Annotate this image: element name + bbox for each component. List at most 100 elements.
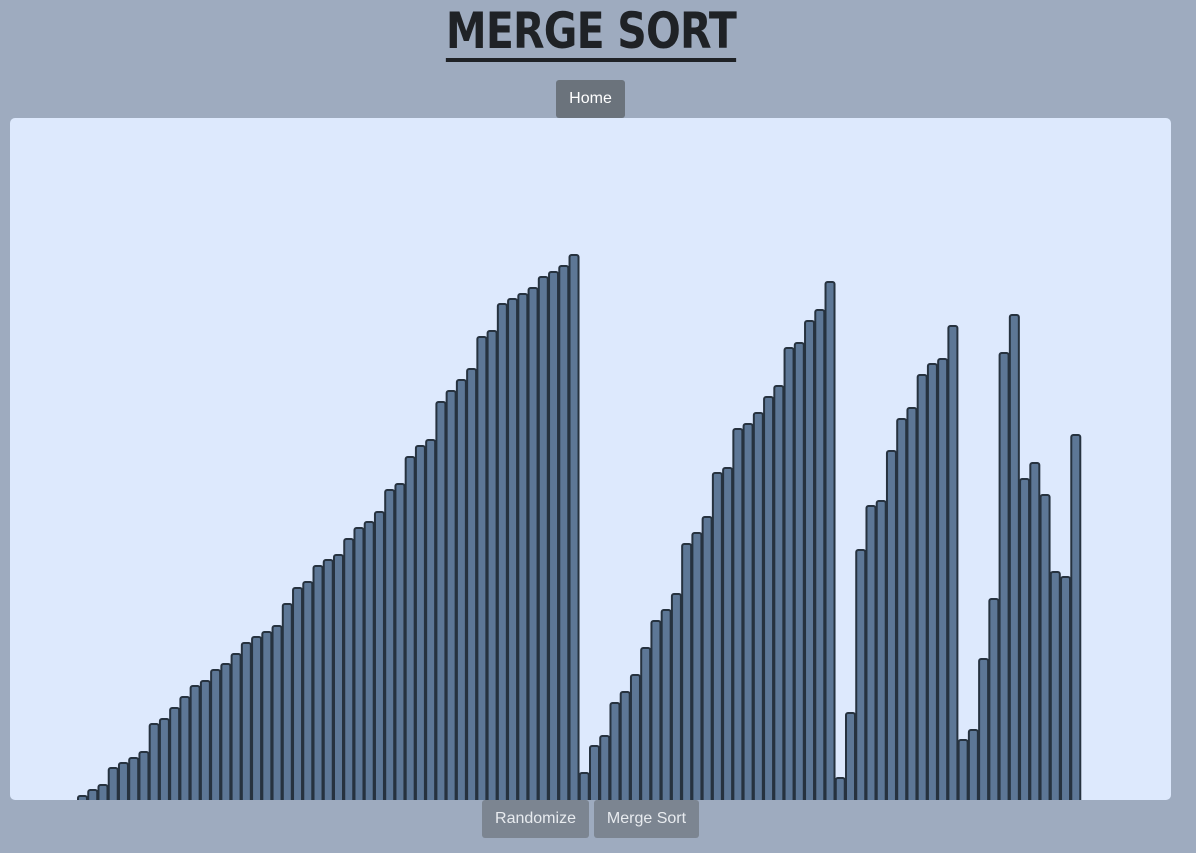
home-button[interactable]: Home <box>556 80 625 118</box>
array-bar <box>906 407 918 800</box>
array-bar <box>394 483 406 800</box>
array-bar <box>199 680 211 800</box>
array-bar <box>660 609 672 800</box>
sort-visualizer-canvas <box>10 118 1171 800</box>
array-bar <box>97 784 109 800</box>
array-bar <box>793 342 805 800</box>
array-bar <box>425 439 437 800</box>
array-bar <box>466 368 478 800</box>
array-bar <box>1060 576 1072 800</box>
array-bar <box>578 772 590 800</box>
array-bar <box>230 653 242 800</box>
array-bar <box>670 593 682 800</box>
randomize-button[interactable]: Randomize <box>482 800 589 838</box>
array-bar <box>814 309 826 800</box>
array-bar <box>1049 571 1061 800</box>
array-bar <box>722 467 734 800</box>
array-bar <box>363 521 375 800</box>
array-bar <box>148 723 160 800</box>
array-bar <box>885 450 897 800</box>
array-bar <box>824 281 836 800</box>
array-bar <box>742 423 754 800</box>
array-bar <box>599 735 611 800</box>
array-bar <box>435 401 447 800</box>
array-bar <box>558 265 570 800</box>
array-bar <box>783 347 795 800</box>
array-bar <box>589 745 600 800</box>
array-bar <box>916 374 928 800</box>
array-bar <box>517 293 529 800</box>
array-bar <box>957 739 969 800</box>
array-bar <box>169 707 181 800</box>
array-bar <box>271 625 283 800</box>
array-bar <box>1019 478 1031 800</box>
array-bar <box>896 418 908 800</box>
merge-sort-button[interactable]: Merge Sort <box>594 800 699 838</box>
array-bar <box>834 777 846 800</box>
array-bar <box>220 663 232 800</box>
array-bar <box>855 549 867 800</box>
array-bar <box>732 428 744 800</box>
array-bar <box>937 358 949 800</box>
array-bar <box>1039 494 1051 800</box>
array-bar <box>967 729 979 800</box>
array-bar <box>507 298 519 800</box>
array-bar <box>681 543 693 800</box>
array-bar <box>568 254 580 800</box>
array-bar <box>292 587 304 800</box>
array-bar <box>281 603 293 800</box>
array-bar <box>773 385 785 800</box>
array-bar <box>1070 434 1082 800</box>
array-bar <box>158 718 170 800</box>
array-bar <box>333 554 344 800</box>
array-bar <box>384 489 396 800</box>
array-bar <box>373 511 385 800</box>
bars-chart <box>77 254 1082 800</box>
array-bar <box>455 379 467 800</box>
array-bar <box>87 789 99 800</box>
array-bar <box>701 516 713 800</box>
array-bar <box>189 685 201 800</box>
array-bar <box>988 598 1000 800</box>
array-bar <box>629 674 641 800</box>
array-bar <box>138 751 150 800</box>
array-bar <box>711 472 723 800</box>
array-bar <box>496 303 508 800</box>
array-bar <box>537 276 549 800</box>
array-bar <box>548 271 560 800</box>
page-title: MERGE SORT <box>0 4 1181 62</box>
array-bar <box>117 762 129 800</box>
array-bar <box>210 669 222 800</box>
array-bar <box>947 325 959 800</box>
array-bar <box>845 712 856 800</box>
array-bar <box>240 642 252 800</box>
array-bar <box>414 445 426 800</box>
page-title-text: MERGE SORT <box>445 2 736 62</box>
array-bar <box>107 767 119 800</box>
array-bar <box>804 320 816 800</box>
array-bar <box>640 647 652 800</box>
array-bar <box>926 363 938 800</box>
array-bar <box>691 532 703 800</box>
array-bar <box>179 696 191 800</box>
array-bar <box>875 500 887 800</box>
array-bar <box>527 287 539 800</box>
array-bar <box>128 757 140 800</box>
array-bar <box>1029 462 1041 800</box>
array-bar <box>343 538 355 800</box>
array-bar <box>650 620 662 800</box>
array-bar <box>998 352 1010 800</box>
array-bar <box>486 330 498 800</box>
array-bar <box>609 702 621 800</box>
array-bar <box>353 527 365 800</box>
array-bar <box>261 631 273 800</box>
array-bar <box>763 396 775 800</box>
array-bar <box>865 505 877 800</box>
array-bar <box>476 336 488 800</box>
array-bar <box>752 412 764 800</box>
array-bar <box>619 691 631 800</box>
array-bar <box>1008 314 1020 800</box>
array-bar <box>302 581 314 800</box>
array-bar <box>404 456 416 800</box>
